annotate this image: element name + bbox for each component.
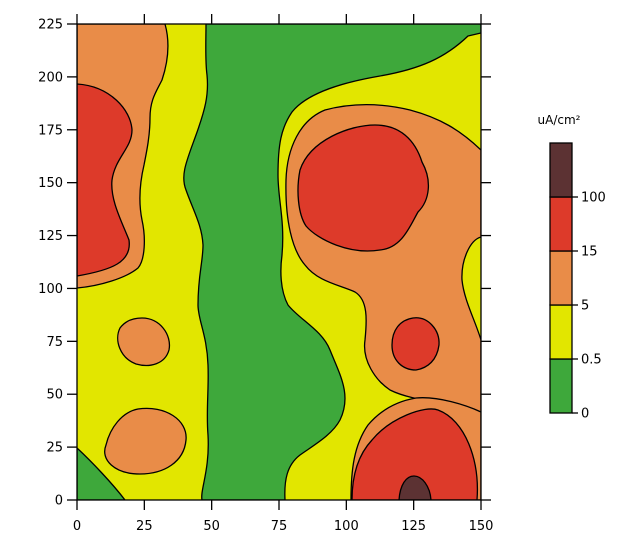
x-tick-label: 75 xyxy=(271,519,288,534)
x-tick-label: 0 xyxy=(73,519,81,534)
legend-swatch xyxy=(549,142,573,198)
x-tick-label: 150 xyxy=(469,519,494,534)
x-axis: 0 25 50 75 100 125 150 xyxy=(73,14,494,534)
y-tick-label: 150 xyxy=(38,176,63,191)
band-5-15-region xyxy=(117,317,171,367)
legend-level-label: 100 xyxy=(581,191,606,206)
band-15-100-region xyxy=(351,408,479,500)
x-tick-label: 50 xyxy=(203,519,220,534)
plot-area xyxy=(77,24,481,500)
y-tick-label: 200 xyxy=(38,70,63,85)
band-100-plus-region xyxy=(398,475,432,500)
y-tick-label: 225 xyxy=(38,18,63,33)
x-tick-label: 125 xyxy=(401,519,426,534)
legend-swatch xyxy=(549,304,573,360)
band-15-100-region xyxy=(391,317,440,371)
colorbar-legend: uA/cm² 0 0.5 5 15 100 xyxy=(538,113,606,422)
legend-level-label: 15 xyxy=(581,245,598,260)
legend-swatch xyxy=(549,196,573,252)
y-tick-label: 0 xyxy=(55,494,63,509)
legend-swatch xyxy=(549,250,573,306)
legend-level-label: 0 xyxy=(581,407,589,422)
legend-level-label: 0.5 xyxy=(581,353,602,368)
y-tick-label: 50 xyxy=(46,388,63,403)
y-tick-label: 175 xyxy=(38,123,63,138)
y-tick-label: 125 xyxy=(38,229,63,244)
legend-swatch xyxy=(549,358,573,414)
band-15-100-region xyxy=(297,124,429,252)
legend-level-label: 5 xyxy=(581,299,589,314)
legend-title: uA/cm² xyxy=(538,113,581,127)
y-axis: 0 25 50 75 100 125 150 175 200 225 xyxy=(38,18,491,509)
y-tick-label: 25 xyxy=(46,441,63,456)
y-tick-label: 100 xyxy=(38,282,63,297)
band-5-15-region xyxy=(104,407,187,475)
x-tick-label: 25 xyxy=(136,519,153,534)
band-15-100-region xyxy=(77,83,133,277)
band-0-0.5-region xyxy=(183,24,481,500)
y-tick-label: 75 xyxy=(46,335,63,350)
x-tick-label: 100 xyxy=(334,519,359,534)
